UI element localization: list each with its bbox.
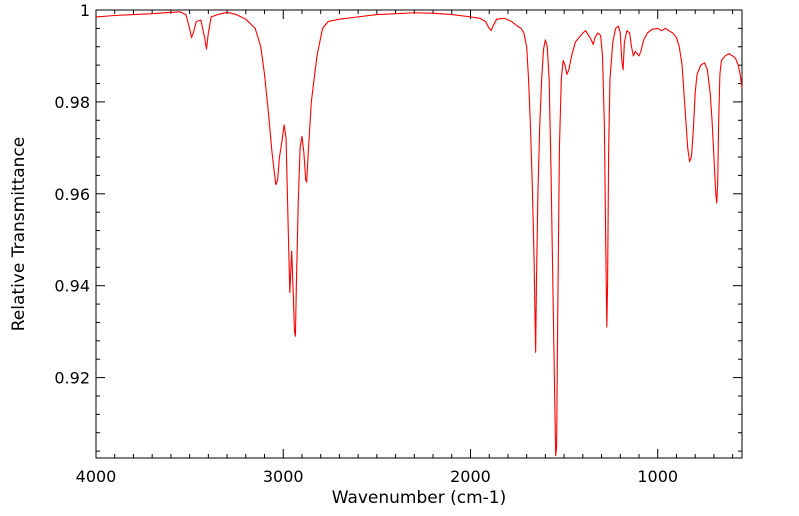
y-tick-label: 0.98 xyxy=(54,93,90,112)
y-tick-label: 1 xyxy=(80,1,90,20)
y-tick-label: 0.94 xyxy=(54,277,90,296)
y-axis-tick-labels: 0.92 0.94 0.96 0.98 1 xyxy=(54,1,90,388)
x-tick-label: 3000 xyxy=(263,467,304,486)
x-tick-label: 1000 xyxy=(637,467,678,486)
x-axis-tick-labels: 4000 3000 2000 1000 xyxy=(76,467,678,486)
y-axis-title: Relative Transmittance xyxy=(9,137,29,332)
plot-area xyxy=(95,9,743,459)
x-axis-title: Wavenumber (cm-1) xyxy=(332,488,507,508)
y-tick-label: 0.92 xyxy=(54,369,90,388)
x-tick-label: 4000 xyxy=(76,467,117,486)
spectrum-line-series-0 xyxy=(95,11,743,457)
y-tick-label: 0.96 xyxy=(54,185,90,204)
x-tick-label: 2000 xyxy=(450,467,491,486)
series-layer xyxy=(95,11,743,457)
y-axis-ticks xyxy=(96,9,742,452)
